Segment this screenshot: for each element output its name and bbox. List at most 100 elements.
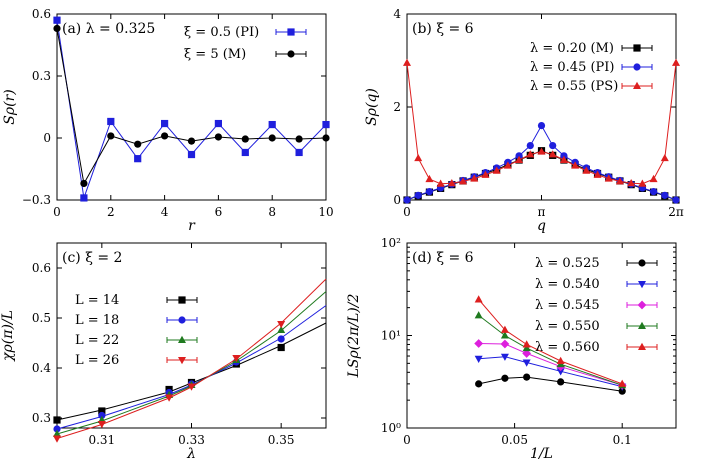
data-point [474,311,483,319]
data-point [53,425,61,433]
legend-marker [633,63,641,71]
data-point [492,166,501,174]
data-point [403,58,411,66]
legend-label: λ = 0.45 (PI) [530,60,615,75]
data-point [232,355,241,363]
plot-frame [56,13,327,201]
x-tick-label: 0 [53,205,61,219]
y-tick-label: 0.6 [32,261,51,275]
data-point [618,379,627,387]
data-point [414,191,422,199]
data-point [503,161,512,169]
data-point [80,179,88,188]
x-tick-label: 2 [107,205,115,219]
data-point [618,387,626,395]
legend-marker [178,335,186,343]
x-tick-label: 4 [161,205,169,219]
y-tick-label: 0 [393,193,401,207]
y-axis-label: LSρ(2π/L)/2 [346,294,362,379]
y-axis-label: Sρ(q) [364,88,380,126]
data-point [268,120,276,129]
y-axis-label: Sρ(r) [2,89,18,124]
data-point [526,150,535,158]
data-point [241,148,249,157]
data-point [53,416,61,424]
data-point [277,325,286,333]
legend-label: L = 22 [75,333,119,348]
series-line [406,124,677,201]
data-point [277,321,286,329]
x-tick-label: 0 [403,433,411,447]
data-point [557,378,565,386]
data-point [187,137,196,145]
x-tick-label: π [538,205,546,219]
data-point [556,368,565,376]
data-point [556,356,565,365]
series-3: λ = 0.55 (PS) [403,58,680,187]
data-point [515,155,524,164]
x-axis-label: λ [186,446,196,462]
data-point [582,166,591,174]
data-point [481,170,490,178]
legend-label: λ = 0.525 [535,256,600,271]
data-point [268,134,276,142]
series-line [478,356,623,388]
legend-label: ξ = 0.5 (PI) [184,25,259,40]
x-tick-label: 6 [215,205,223,219]
y-tick-label: 4 [393,7,401,21]
data-point [107,117,115,126]
data-point [672,196,680,204]
data-point [537,122,546,130]
data-point [522,349,532,358]
legend-label: λ = 0.550 [535,319,600,334]
x-tick-label: 10 [318,205,333,219]
data-point [474,339,484,348]
legend-label: λ = 0.20 (M) [530,41,614,56]
legend-marker [287,28,295,36]
legend-marker [287,50,295,58]
data-point [474,295,483,303]
data-point [522,343,531,352]
data-point [161,119,169,128]
series-1: ξ = 0.5 (PI) [53,16,330,202]
series-2: ξ = 5 (M) [53,24,330,188]
y-tick-label: 0.3 [32,411,51,425]
panel-4: 0 0.05 0.1 10⁰ 10¹ 10² 1/L LSρ(2π/L)/2 (d) ξ = 6… [346,236,677,462]
y-tick-label: 2 [393,100,401,114]
series-line [406,150,677,201]
data-point [549,141,557,150]
data-point [459,177,468,185]
data-point [322,120,330,129]
data-point [425,174,434,183]
x-tick-label: 2π [668,205,684,219]
data-point [559,155,568,164]
y-tick-label: −0.3 [22,193,51,207]
data-point [107,132,115,140]
data-point [523,373,531,381]
data-point [537,147,546,155]
legend-label: L = 14 [75,293,119,308]
legend-marker [638,281,646,289]
data-point [638,179,647,187]
panel-2: 0 π 2π 0 2 4 q Sρ(q) (b) ξ = 6 λ = 0.20 (M) λ = 0.… [364,7,684,234]
data-point [187,383,196,391]
x-tick-label: 0.1 [613,433,632,447]
data-point [672,58,680,66]
data-point [649,174,658,183]
panel-3: 0.31 0.33 0.35 0.3 0.4 0.5 0.6 λ χρ(π)/L (c) ξ = … [0,242,327,462]
data-point [165,394,174,402]
data-point [295,135,303,143]
data-point [571,161,580,169]
x-tick-label: 8 [268,205,276,219]
data-point [53,435,61,443]
data-point [295,148,303,157]
data-point [134,140,142,148]
data-point [98,411,106,420]
data-point [501,374,509,382]
data-point [474,355,483,363]
data-point [53,429,61,437]
series-2: λ = 0.540 [474,277,658,391]
data-point [500,353,509,361]
